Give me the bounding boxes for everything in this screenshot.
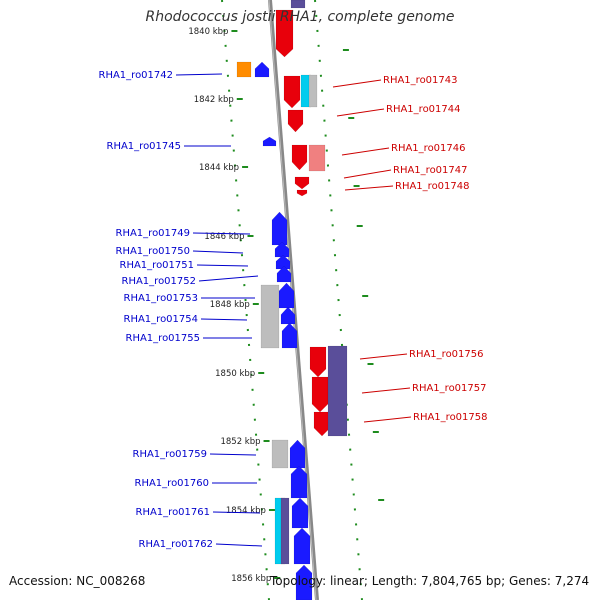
reverse-gene-arrow [278,282,295,309]
label-leader-line [209,453,257,456]
reverse-gene-arrow [254,61,270,78]
label-leader-line [198,275,259,282]
forward-gene-label: RHA1_ro01757 [412,383,487,394]
genome-summary-text: Topology: linear; Length: 7,804,765 bp; … [270,574,590,588]
reverse-gene-label: RHA1_ro01742 [99,70,174,81]
label-leader-line [196,264,249,267]
label-leader-line [192,250,244,254]
gene-labels: RHA1_ro01742 RHA1_ro01745 RHA1_ro01749 RHA1… [99,70,488,550]
label-leader-line [332,79,382,88]
tick-label: 1846 kbp [204,232,244,242]
reverse-gene-arrow [291,497,309,529]
forward-gene-label: RHA1_ro01758 [413,412,488,423]
label-leader-line [336,108,385,117]
reverse-gene-label: RHA1_ro01760 [135,478,210,489]
dotted-guide-left-outer [221,0,270,600]
forward-gene-arrow [275,9,294,58]
repeat-block [260,284,280,349]
tick-label: 1842 kbp [194,95,234,105]
forward-gene-arrow [294,176,310,190]
label-leader-line [212,511,261,514]
reverse-gene-label: RHA1_ro01750 [116,246,191,257]
reverse-gene-label: RHA1_ro01761 [136,507,211,518]
forward-gene-arrow [291,144,308,171]
forward-gene-arrow [296,189,308,197]
repeat-block [271,439,289,469]
forward-gene-arrow [311,376,329,413]
repeat-block [327,345,348,437]
reverse-gene-arrow [271,211,288,246]
reverse-gene-label: RHA1_ro01745 [107,141,182,152]
reverse-gene-arrow [289,439,306,469]
label-leader-line [175,73,223,76]
accession-text: Accession: NC_008268 [9,574,146,588]
label-leader-line [361,387,411,394]
forward-gene-arrow [313,411,331,437]
label-leader-line [363,416,412,423]
label-leader-line [343,169,392,179]
repeat-block [308,74,318,108]
reverse-gene-label: RHA1_ro01755 [126,333,201,344]
reverse-gene-label: RHA1_ro01751 [120,260,195,271]
tick-label: 1850 kbp [215,369,255,379]
tick-label: 1840 kbp [188,27,228,37]
reverse-gene-label: RHA1_ro01754 [124,314,199,325]
label-leader-line [192,232,251,235]
reverse-gene-label: RHA1_ro01762 [139,539,214,550]
tick-label: 1856 kbp [231,574,271,584]
forward-gene-arrow [283,75,301,109]
forward-gene-label: RHA1_ro01748 [395,181,470,192]
map-title: Rhodococcus jostii RHA1, complete genome [145,9,455,25]
repeat-block [290,0,306,9]
label-leader-line [341,147,390,156]
repeat-block [236,61,252,78]
tick-label: 1854 kbp [226,506,266,516]
reverse-gene-arrow [280,306,296,325]
forward-gene-label: RHA1_ro01746 [391,143,466,154]
reverse-gene-label: RHA1_ro01749 [116,228,191,239]
reverse-gene-arrow [281,322,298,349]
repeat-block [280,497,290,565]
forward-gene-arrow [287,109,304,133]
reverse-gene-arrow [276,265,292,283]
tick-label: 1848 kbp [210,300,250,310]
reverse-gene-label: RHA1_ro01753 [124,293,199,304]
tick-label: 1852 kbp [220,437,260,447]
forward-gene-label: RHA1_ro01756 [409,349,484,360]
repeat-block [308,144,326,172]
reverse-gene-arrow [293,527,311,565]
label-leader-line [359,353,408,360]
label-leader-line [215,543,263,547]
gridline-dots [221,0,363,600]
reverse-gene-label: RHA1_ro01759 [133,449,208,460]
label-leader-line [200,318,248,321]
reverse-gene-arrow [290,465,308,499]
reverse-gene-arrow [262,136,277,147]
dotted-guide-right-outer [314,0,363,600]
scale-ticks: 1840 kbp 1842 kbp 1844 kbp 1846 kbp 1848 kbp… [188,27,385,584]
label-leader-line [344,185,394,191]
reverse-gene-label: RHA1_ro01752 [122,276,197,287]
tick-label: 1844 kbp [199,163,239,173]
features [236,0,348,600]
reverse-gene-arrow [295,564,313,600]
forward-gene-label: RHA1_ro01744 [386,104,461,115]
forward-gene-label: RHA1_ro01747 [393,165,468,176]
forward-gene-label: RHA1_ro01743 [383,75,458,86]
forward-gene-arrow [309,346,327,378]
